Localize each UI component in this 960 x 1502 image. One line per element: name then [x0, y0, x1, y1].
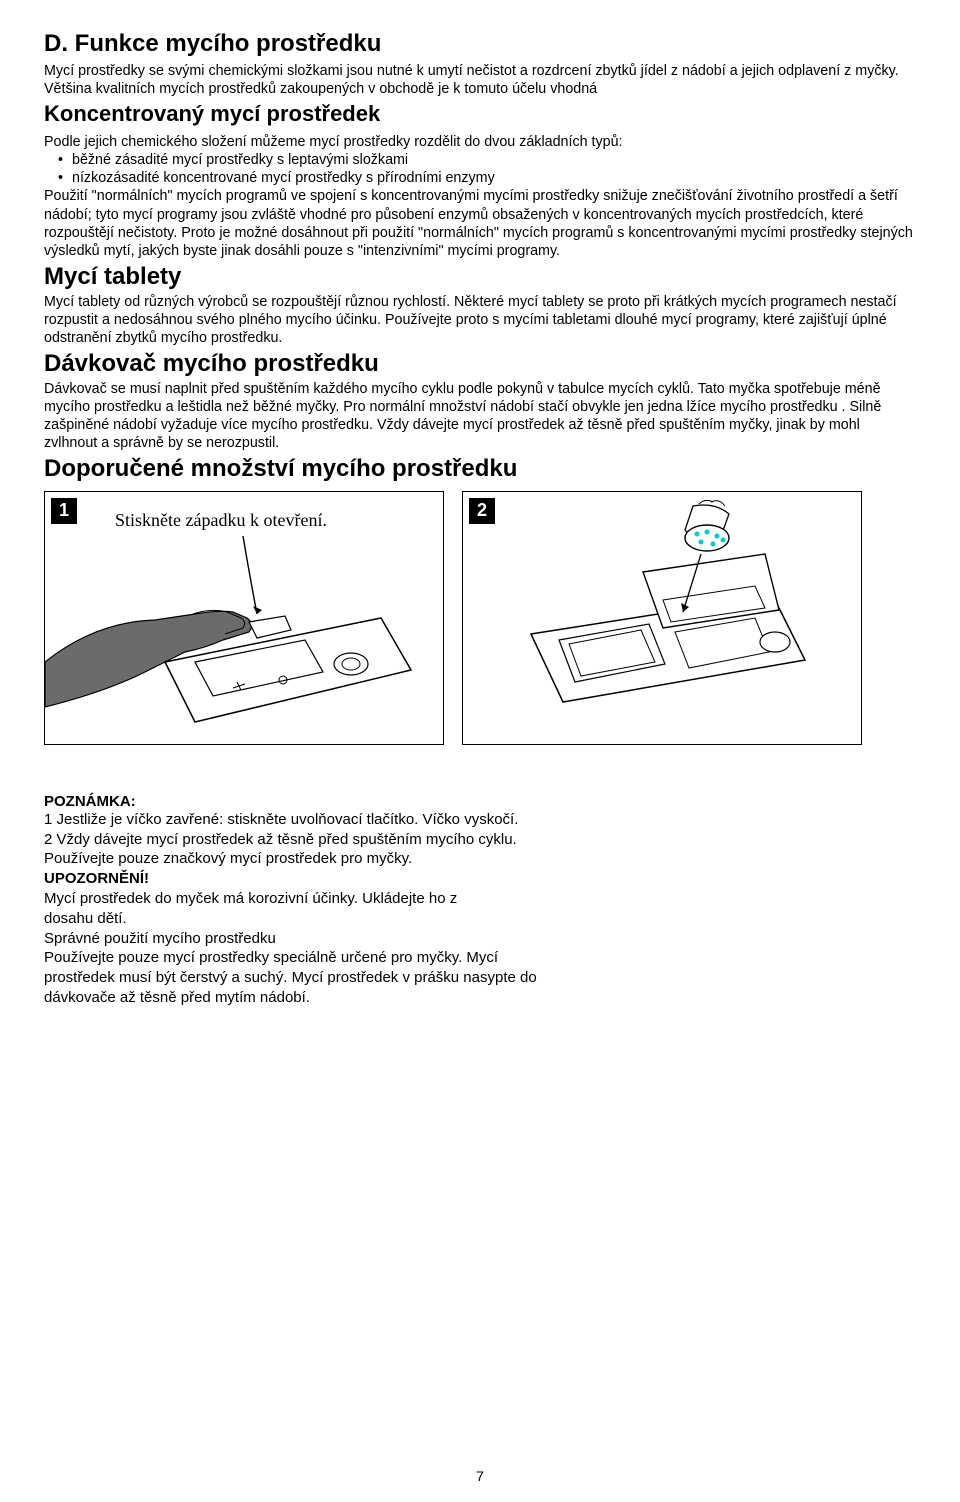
dispenser-title: Dávkovač mycího prostředku	[44, 350, 916, 378]
note-line-3: Používejte pouze značkový mycí prostřede…	[44, 849, 916, 869]
correct-use-title: Správné použití mycího prostředku	[44, 929, 916, 949]
bullet-1: běžné zásadité mycí prostředky s leptavý…	[44, 151, 916, 169]
note-label: POZNÁMKA:	[44, 793, 916, 810]
figure-1: 1 Stiskněte západku k otevření.	[44, 491, 444, 745]
use-line-1: Používejte pouze mycí prostředky speciál…	[44, 948, 916, 968]
concentrated-p1: Podle jejich chemického složení můžeme m…	[44, 133, 916, 151]
figure-2: 2	[462, 491, 862, 745]
use-line-3: dávkovače až těsně před mytím nádobí.	[44, 988, 916, 1008]
concentrated-p2: Použití "normálních" mycích programů ve …	[44, 187, 916, 260]
recommended-title: Doporučené množství mycího prostředku	[44, 455, 916, 483]
dispenser-open-illustration	[463, 492, 861, 744]
warning-line-2: dosahu dětí.	[44, 909, 916, 929]
section-d-title: D. Funkce mycího prostředku	[44, 30, 916, 58]
section-d-intro: Mycí prostředky se svými chemickými slož…	[44, 62, 916, 99]
warning-label: UPOZORNĚNÍ!	[44, 869, 916, 889]
page-number: 7	[476, 1468, 484, 1484]
use-line-2: prostředek musí být čerstvý a suchý. Myc…	[44, 968, 916, 988]
note-line-2: 2 Vždy dávejte mycí prostředek až těsně …	[44, 830, 916, 850]
tablets-title: Mycí tablety	[44, 263, 916, 291]
concentrated-title: Koncentrovaný mycí prostředek	[44, 101, 916, 127]
warning-line-1: Mycí prostředek do myček má korozivní úč…	[44, 889, 916, 909]
figures-row: 1 Stiskněte západku k otevření.	[44, 491, 916, 745]
note-line-1: 1 Jestliže je víčko zavřené: stiskněte u…	[44, 810, 916, 830]
notes-section: POZNÁMKA: 1 Jestliže je víčko zavřené: s…	[44, 793, 916, 1008]
bullet-2: nízkozásadité koncentrované mycí prostře…	[44, 169, 916, 187]
dispenser-p: Dávkovač se musí naplnit před spuštěním …	[44, 380, 916, 453]
tablets-p: Mycí tablety od různých výrobců se rozpo…	[44, 293, 916, 348]
dispenser-closed-illustration	[45, 492, 443, 744]
